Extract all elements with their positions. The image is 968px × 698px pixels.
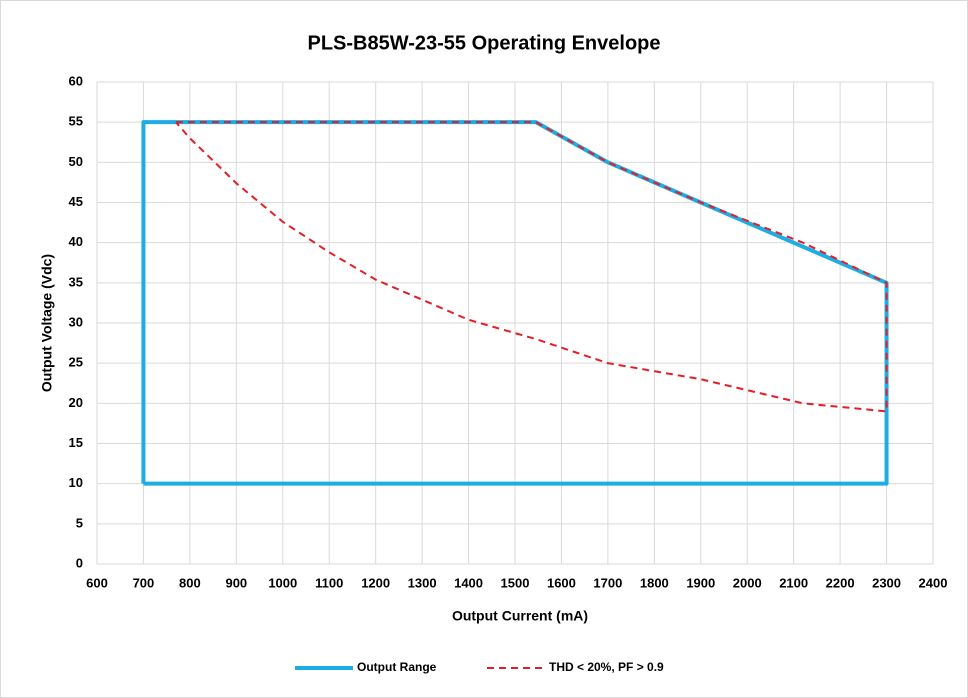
x-tick-label: 2100 bbox=[779, 575, 808, 590]
y-tick-label: 50 bbox=[69, 154, 83, 169]
y-tick-label: 10 bbox=[69, 475, 83, 490]
legend-label: THD < 20%, PF > 0.9 bbox=[549, 660, 664, 674]
chart-title: PLS-B85W-23-55 Operating Envelope bbox=[307, 32, 660, 54]
legend-label: Output Range bbox=[357, 660, 437, 674]
x-tick-label: 1200 bbox=[361, 575, 390, 590]
x-tick-label: 600 bbox=[86, 575, 108, 590]
series-line bbox=[175, 121, 888, 413]
x-tick-label: 1500 bbox=[501, 575, 530, 590]
y-tick-label: 55 bbox=[69, 114, 83, 129]
x-tick-label: 800 bbox=[179, 575, 201, 590]
x-tick-label: 2200 bbox=[826, 575, 855, 590]
y-tick-label: 45 bbox=[69, 194, 83, 209]
y-axis-label: Output Voltage (Vdc) bbox=[39, 254, 55, 392]
x-axis-label: Output Current (mA) bbox=[452, 608, 588, 624]
x-tick-label: 1700 bbox=[593, 575, 622, 590]
x-tick-label: 2300 bbox=[872, 575, 901, 590]
y-tick-label: 5 bbox=[76, 515, 83, 530]
y-tick-label: 15 bbox=[69, 435, 83, 450]
x-tick-label: 1800 bbox=[640, 575, 669, 590]
x-tick-label: 1600 bbox=[547, 575, 576, 590]
x-tick-label: 2400 bbox=[919, 575, 948, 590]
y-tick-label: 30 bbox=[69, 314, 83, 329]
x-tick-label: 900 bbox=[225, 575, 247, 590]
y-tick-label: 25 bbox=[69, 355, 83, 370]
x-tick-label: 1300 bbox=[408, 575, 437, 590]
x-tick-label: 1900 bbox=[686, 575, 715, 590]
x-tick-label: 1000 bbox=[268, 575, 297, 590]
y-tick-label: 20 bbox=[69, 395, 83, 410]
y-tick-label: 40 bbox=[69, 234, 83, 249]
y-tick-label: 0 bbox=[76, 555, 83, 570]
y-tick-label: 35 bbox=[69, 274, 83, 289]
x-tick-label: 2000 bbox=[733, 575, 762, 590]
y-tick-label: 60 bbox=[69, 73, 83, 88]
x-tick-label: 1100 bbox=[315, 575, 343, 590]
x-tick-label: 1400 bbox=[454, 575, 483, 590]
x-tick-label: 700 bbox=[133, 575, 155, 590]
